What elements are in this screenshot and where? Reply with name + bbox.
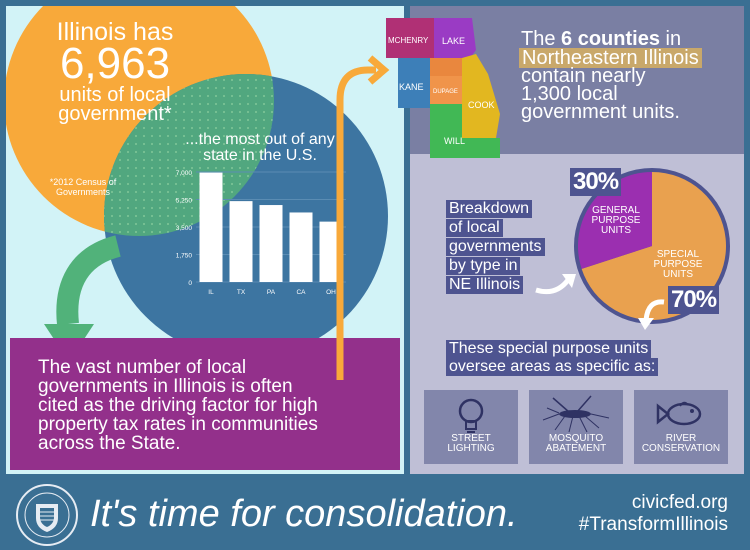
lightbulb-icon	[458, 398, 484, 433]
headline-number: 6,963	[59, 39, 171, 88]
general-label1: GENERAL	[592, 205, 640, 216]
special-units-line2: oversee areas as specific as:	[446, 358, 659, 376]
circle-line1: ...the most out of any	[185, 131, 335, 148]
bar-chart: 7,000 5,250 3,500 1,750 0 IL TX PA CA OH	[176, 170, 346, 296]
special-label1: SPECIAL	[656, 249, 700, 260]
y-tick-label: 3,500	[176, 225, 193, 232]
mosquito-label2: ABATEMENT	[545, 443, 607, 454]
breakdown-line4: by type in	[446, 257, 521, 275]
circle-line2: state in the U.S.	[203, 147, 317, 164]
counties-post: in	[659, 28, 682, 50]
purple-line5: across the State.	[38, 433, 181, 454]
counties-pre: The	[521, 28, 562, 50]
orange-connector-arrow	[336, 55, 390, 380]
purple-line2: governments in Illinois is often	[38, 376, 293, 397]
pie-chart	[574, 168, 730, 324]
bar-pa	[259, 205, 283, 282]
white-arrow-down	[638, 299, 665, 330]
street-label2: LIGHTING	[447, 443, 495, 454]
county-kane	[398, 58, 430, 108]
river-conservation-box: RIVER CONSERVATION	[634, 390, 728, 464]
mosquito-abatement-box: MOSQUITO ABATEMENT	[529, 390, 623, 464]
census-footnote: *2012 Census of Governments	[49, 177, 117, 197]
breakdown-line1: Breakdown	[446, 200, 533, 218]
street-label1: STREET	[451, 433, 491, 444]
county-lake	[434, 18, 476, 58]
civic-federation-seal-icon	[16, 484, 78, 546]
white-arrow-to-pie	[535, 274, 576, 295]
footer-hashtag: #TransformIllinois	[578, 514, 728, 535]
counties-rest2: 1,300 local	[521, 83, 618, 105]
county-dupage	[430, 76, 462, 106]
counties-highlight: Northeastern Illinois	[519, 48, 702, 68]
label-dupage: DUPAGE	[433, 89, 458, 95]
river-label1: RIVER	[665, 433, 697, 444]
y-tick-label: 5,250	[176, 198, 193, 205]
x-tick-label: PA	[267, 289, 276, 296]
y-tick-label: 7,000	[176, 170, 193, 177]
label-will: WILL	[444, 136, 466, 146]
label-cook: COOK	[468, 100, 495, 110]
x-tick-label: TX	[237, 289, 246, 296]
county-cook	[462, 54, 500, 138]
breakdown-line5: NE Illinois	[446, 276, 524, 294]
special-label2: PURPOSE	[653, 259, 703, 270]
bar-ca	[289, 212, 313, 282]
mosquito-label1: MOSQUITO	[548, 433, 604, 444]
general-label2: PURPOSE	[591, 215, 641, 226]
headline-line1: Illinois has	[56, 18, 174, 46]
footer-slogan: It's time for consolidation.	[90, 493, 518, 535]
mosquito-icon	[542, 395, 610, 433]
counties-rest1: contain nearly	[521, 65, 646, 87]
purple-line4: property tax rates in communities	[38, 414, 318, 435]
label-mchenry: MCHENRY	[388, 36, 429, 45]
pie-slice-special	[581, 172, 726, 320]
x-tick-label: IL	[208, 289, 214, 296]
special-pct: 70%	[668, 286, 720, 314]
label-kane: KANE	[399, 82, 424, 92]
counties-rest3: government units.	[521, 101, 680, 123]
purple-line1: The vast number of local	[38, 357, 247, 378]
headline-line3: units of local	[59, 84, 171, 106]
purple-line3: cited as the driving factor for high	[38, 395, 318, 416]
counties-bold: 6 counties	[561, 28, 660, 50]
street-lighting-box: STREET LIGHTING	[424, 390, 518, 464]
general-label3: UNITS	[601, 225, 631, 236]
label-lake: LAKE	[442, 36, 466, 46]
headline-line4: government*	[58, 103, 172, 125]
county-map	[386, 18, 500, 158]
purple-text-box	[10, 338, 400, 470]
x-tick-label: CA	[296, 289, 306, 296]
x-tick-label: OH	[326, 289, 336, 296]
pie-slice-general	[578, 172, 652, 269]
county-will	[430, 104, 500, 158]
breakdown-line3: governments	[446, 238, 545, 256]
special-label3: UNITS	[663, 269, 693, 280]
green-arrow	[56, 235, 122, 326]
general-pct: 30%	[570, 168, 622, 196]
y-tick-label: 0	[188, 280, 192, 287]
footer: It's time for consolidation. civicfed.or…	[0, 478, 750, 550]
special-units-line1: These special purpose units	[446, 340, 652, 358]
footer-site[interactable]: civicfed.org	[631, 492, 728, 513]
y-tick-label: 1,750	[176, 253, 193, 260]
bar-il	[199, 172, 223, 282]
county-mchenry	[386, 18, 434, 58]
bar-tx	[229, 201, 253, 282]
counties-line1: The 6 counties in	[521, 29, 681, 49]
breakdown-line2: of local	[446, 219, 503, 237]
river-label2: CONSERVATION	[641, 443, 721, 454]
fish-icon	[656, 401, 702, 426]
